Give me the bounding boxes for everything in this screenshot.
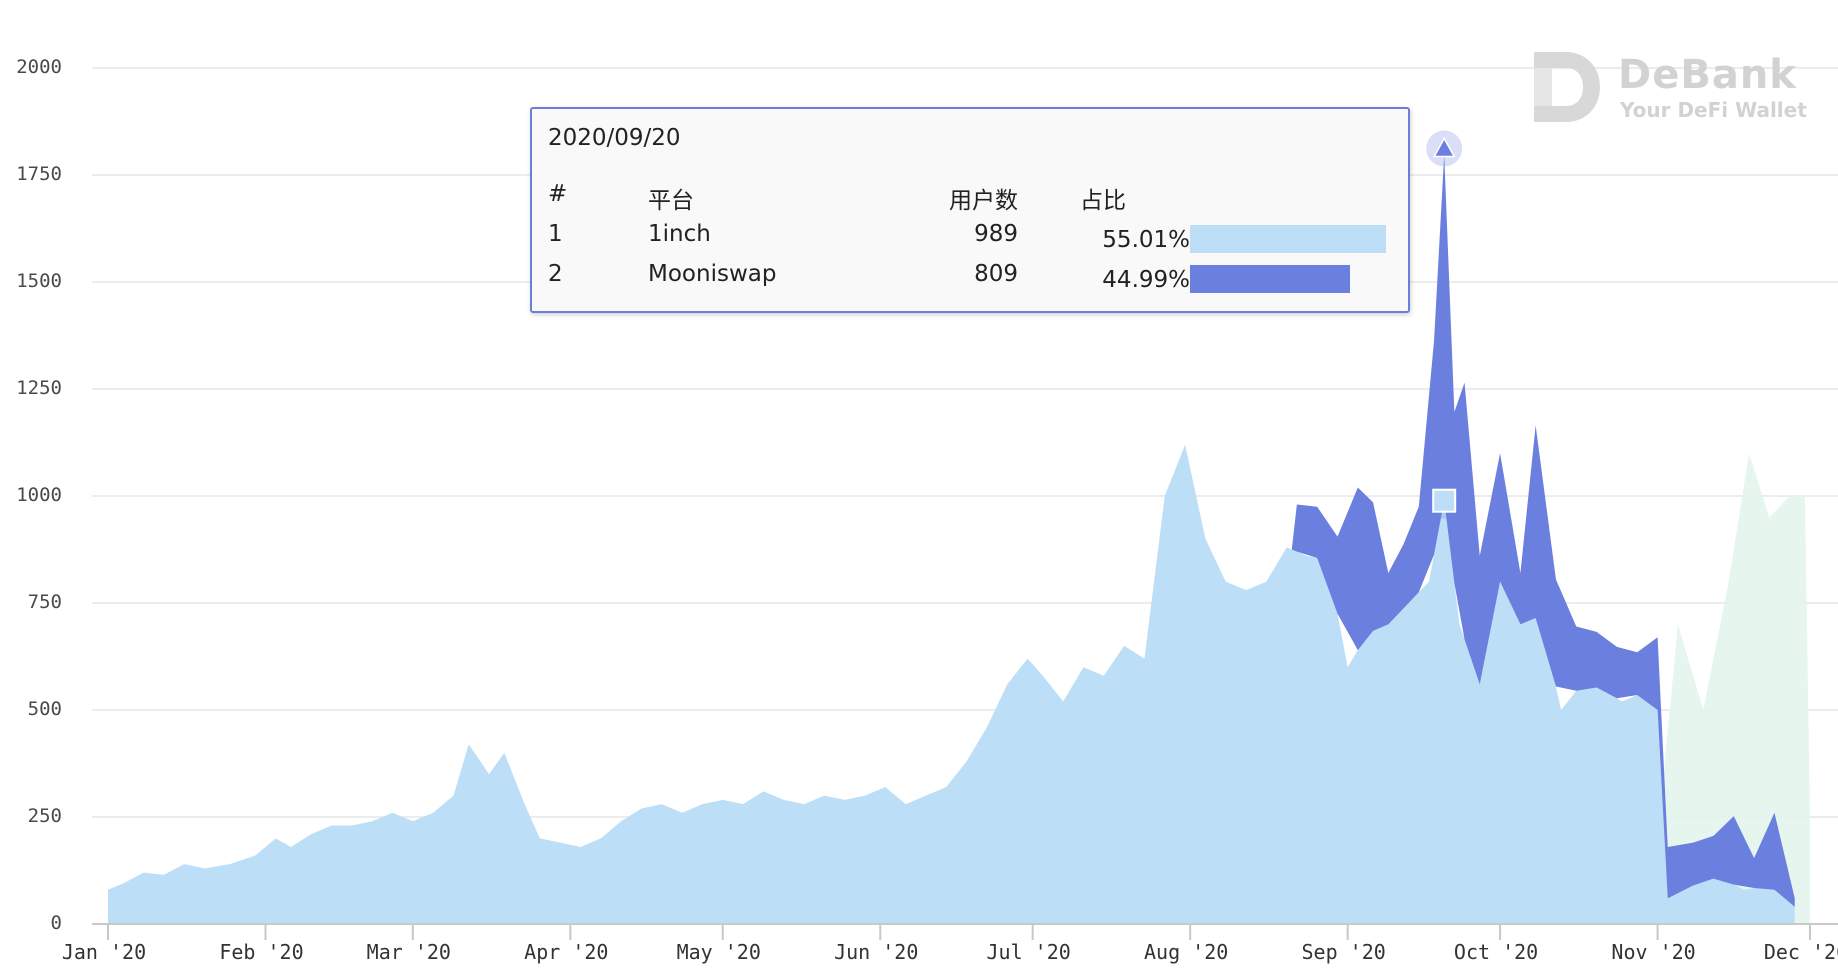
row-platform: Mooniswap xyxy=(648,261,777,287)
row-index: 2 xyxy=(548,261,563,287)
x-tick-label: Mar '20 xyxy=(366,940,451,964)
row-users: 989 xyxy=(974,221,1018,247)
y-tick-label: 0 xyxy=(50,912,62,934)
series-area-1inch xyxy=(108,444,1795,924)
x-tick-label: Jun '20 xyxy=(834,940,919,964)
series-areas xyxy=(108,154,1810,924)
x-tick-label: Aug '20 xyxy=(1144,940,1229,964)
y-tick-label: 2000 xyxy=(16,56,62,78)
hover-marker-mooniswap xyxy=(1432,136,1456,158)
debank-logo-icon xyxy=(1534,52,1600,122)
y-tick-label: 1250 xyxy=(16,377,62,399)
share-bar-1inch xyxy=(1190,225,1386,253)
y-tick-label: 250 xyxy=(27,805,62,827)
x-axis xyxy=(92,923,1838,940)
watermark-tagline: Your DeFi Wallet xyxy=(1620,98,1807,122)
header-platform: 平台 xyxy=(648,188,694,214)
x-tick-label: Feb '20 xyxy=(219,940,304,964)
x-tick-label: Nov '20 xyxy=(1611,940,1696,964)
tooltip-date: 2020/09/20 xyxy=(548,125,681,151)
chart-tooltip: 2020/09/20 # 平台 用户数 占比 1 1inch 989 55.01… xyxy=(530,107,1410,313)
y-tick-label: 1750 xyxy=(16,163,62,185)
y-tick-label: 1500 xyxy=(16,270,62,292)
share-bar-mooniswap xyxy=(1190,265,1350,293)
watermark-logo: DeBank Your DeFi Wallet xyxy=(1532,50,1812,126)
y-tick-label: 1000 xyxy=(16,484,62,506)
x-tick-label: May '20 xyxy=(676,940,761,964)
x-tick-label: Jul '20 xyxy=(986,940,1071,964)
y-tick-label: 750 xyxy=(27,591,62,613)
y-tick-label: 500 xyxy=(27,698,62,720)
header-users: 用户数 xyxy=(949,188,1018,214)
x-tick-label: Dec '20 xyxy=(1763,940,1838,964)
row-index: 1 xyxy=(548,221,563,247)
series-area-3 xyxy=(1657,453,1810,924)
header-index: # xyxy=(548,181,568,207)
x-tick-label: Sep '20 xyxy=(1301,940,1386,964)
watermark-name: DeBank xyxy=(1618,52,1797,98)
row-share: 55.01% xyxy=(1102,227,1190,253)
x-tick-label: Apr '20 xyxy=(524,940,609,964)
hover-marker-1inch xyxy=(1432,488,1457,513)
series-area-mooniswap xyxy=(1291,154,1795,907)
hover-markers xyxy=(1426,130,1463,519)
tooltip-header-row: # 平台 用户数 占比 xyxy=(532,181,1408,215)
row-share: 44.99% xyxy=(1102,267,1190,293)
row-users: 809 xyxy=(974,261,1018,287)
tooltip-row-mooniswap: 2 Mooniswap 809 44.99% xyxy=(532,261,1408,295)
x-tick-label: Jan '20 xyxy=(61,940,147,964)
row-platform: 1inch xyxy=(648,221,711,247)
tooltip-row-1inch: 1 1inch 989 55.01% xyxy=(532,221,1408,255)
x-tick-label: Oct '20 xyxy=(1453,940,1539,964)
header-share: 占比 xyxy=(1080,188,1126,214)
